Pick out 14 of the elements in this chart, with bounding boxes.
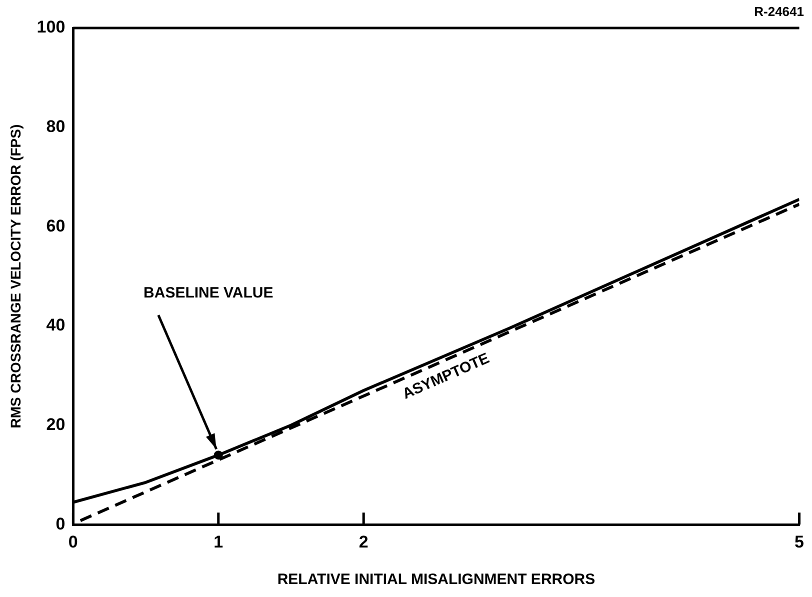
x-tick-label: 5 (794, 532, 804, 552)
y-tick-label: 60 (46, 216, 66, 236)
x-tick-label: 2 (358, 532, 368, 552)
y-tick-label: 0 (56, 514, 66, 534)
y-axis-title: RMS CROSSRANGE VELOCITY ERROR (FPS) (7, 124, 24, 428)
y-tick-label: 40 (46, 316, 66, 335)
y-tick-label: 80 (46, 117, 66, 136)
x-tick-label: 0 (68, 532, 78, 552)
text: R-24641 (754, 4, 804, 20)
y-tick-label: 20 (46, 414, 66, 434)
x-tick-label: 1 (214, 532, 224, 552)
x-axis-title: RELATIVE INITIAL MISALIGNMENT ERRORS (277, 571, 596, 588)
annotation: BASELINE VALUE (144, 284, 274, 302)
y-tick-label: 100 (36, 18, 66, 37)
